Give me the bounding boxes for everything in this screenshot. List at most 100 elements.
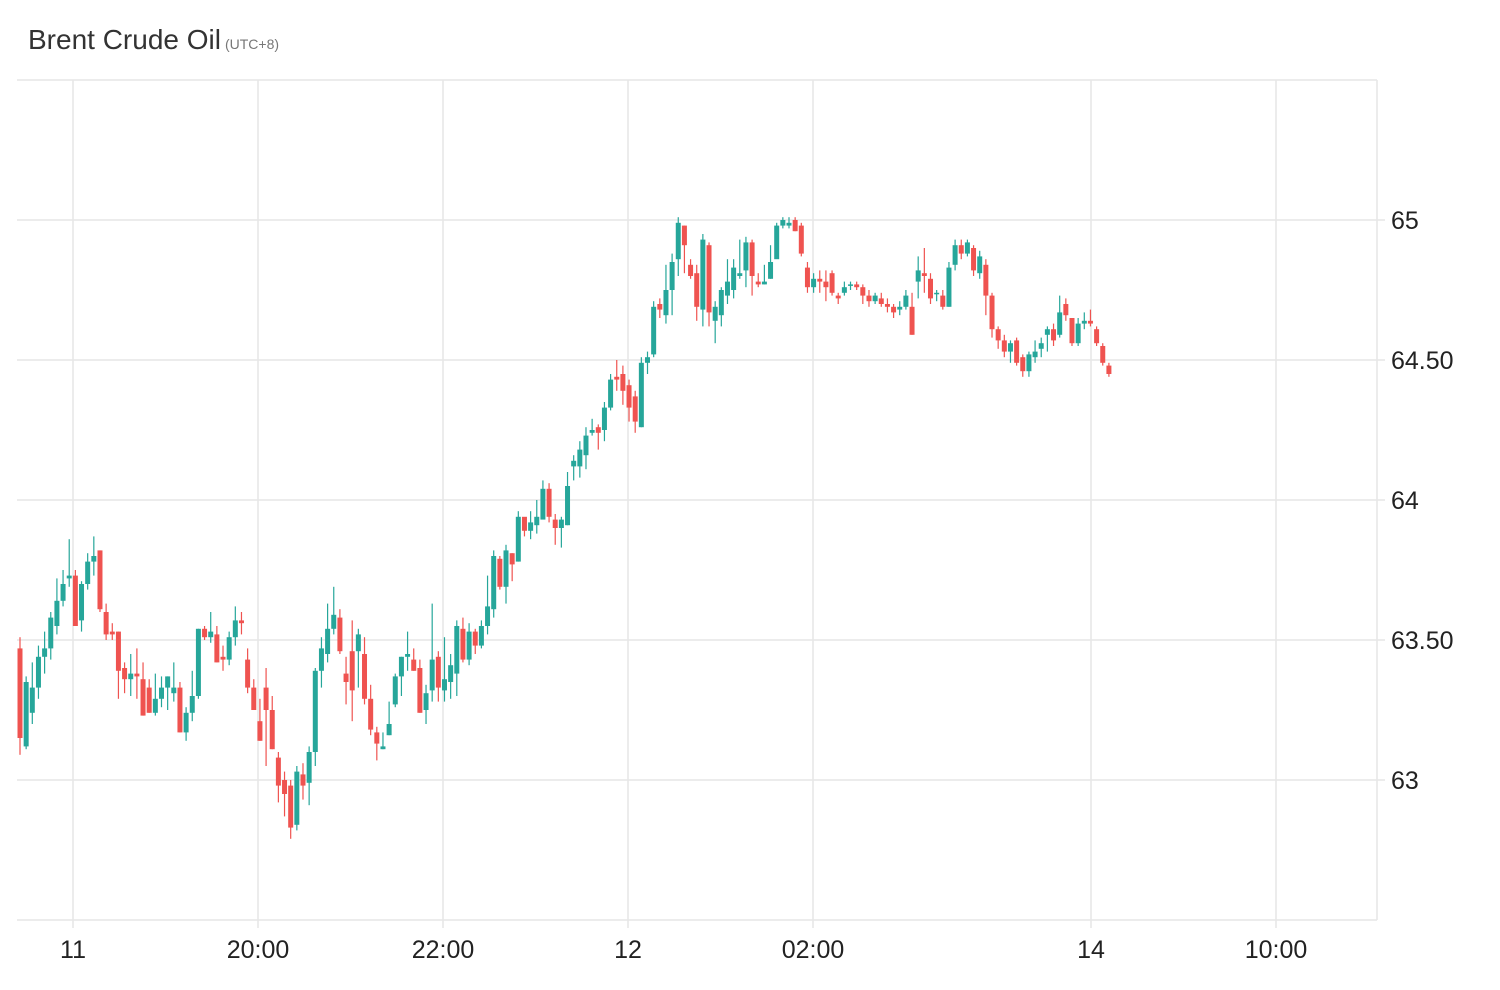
candle <box>66 539 72 587</box>
candle <box>318 637 324 688</box>
candle <box>632 390 638 433</box>
candle-body <box>804 267 810 288</box>
candle <box>288 780 294 839</box>
candle <box>608 374 614 411</box>
candle-body <box>288 785 294 828</box>
candle-body <box>534 516 540 526</box>
candle <box>146 679 152 713</box>
candle-body <box>202 628 208 638</box>
candle <box>971 245 977 276</box>
candle-body <box>411 659 417 671</box>
candle-body <box>1044 329 1050 335</box>
candle <box>257 698 263 741</box>
candle-body <box>964 242 970 254</box>
candle-body <box>232 620 238 638</box>
candle <box>300 763 306 800</box>
candle-body <box>238 620 244 624</box>
candle <box>743 236 749 288</box>
candle-body <box>349 651 355 691</box>
candle <box>448 654 454 699</box>
candle <box>897 301 903 316</box>
candle <box>1032 340 1038 363</box>
candle <box>1020 354 1026 377</box>
candle <box>694 264 700 321</box>
candle <box>964 239 970 257</box>
candle-body <box>392 676 398 705</box>
candle-body <box>854 284 860 288</box>
candle <box>325 603 331 663</box>
candle-body <box>891 306 897 313</box>
candle-body <box>675 222 681 260</box>
candle-body <box>651 306 657 355</box>
candle-body <box>798 225 804 254</box>
candle <box>724 259 730 304</box>
candle-body <box>645 357 651 363</box>
candle <box>472 628 478 654</box>
candle <box>521 516 527 537</box>
y-tick-label: 64 <box>1391 487 1419 515</box>
candle-body <box>72 575 78 626</box>
candle-body <box>915 270 921 282</box>
candle <box>362 637 368 705</box>
candle-body <box>1038 343 1044 349</box>
candle <box>72 570 78 626</box>
x-tick-label: 11 <box>60 936 86 964</box>
candle <box>903 290 909 310</box>
candle-body <box>386 724 392 736</box>
candle <box>306 746 312 806</box>
candle-body <box>417 668 423 713</box>
candle-body <box>485 606 491 626</box>
candle-body <box>472 631 478 646</box>
candle <box>1094 326 1100 346</box>
candle <box>35 645 41 699</box>
candle <box>706 242 712 327</box>
candle-body <box>115 631 121 671</box>
candle-body <box>374 732 380 744</box>
candle-body <box>152 698 158 713</box>
candle <box>884 298 890 313</box>
candle <box>1100 343 1106 366</box>
candle-body <box>823 281 829 288</box>
candle <box>374 726 380 761</box>
candle-body <box>792 220 798 232</box>
candle <box>872 292 878 304</box>
candle <box>737 239 743 279</box>
candle-body <box>103 612 109 635</box>
candle <box>848 281 854 290</box>
candle-body <box>897 306 903 310</box>
candle-body <box>226 637 232 660</box>
candle-body <box>257 721 263 741</box>
candle <box>583 427 589 470</box>
candle <box>558 516 564 548</box>
x-tick-label: 20:00 <box>227 936 290 964</box>
candle <box>1057 295 1063 338</box>
candle <box>226 631 232 666</box>
candle-body <box>1007 343 1013 352</box>
candle-body <box>331 614 337 629</box>
candle <box>731 259 737 299</box>
chart-title: Brent Crude Oil <box>28 24 221 55</box>
candle <box>878 292 884 307</box>
candle-body <box>85 561 91 584</box>
y-axis-labels: 63 63.50 64 64.50 65 <box>1391 207 1454 795</box>
candle-body <box>380 746 386 750</box>
candle <box>620 365 626 405</box>
candle-body <box>940 295 946 307</box>
candle-body <box>355 634 361 652</box>
candle-body <box>140 679 146 716</box>
candle-body <box>503 550 509 587</box>
candle-body <box>17 648 23 738</box>
candle <box>780 217 786 229</box>
candle <box>441 637 447 702</box>
candle <box>238 612 244 635</box>
candle-body <box>23 682 29 747</box>
candle <box>97 550 103 612</box>
candle-body <box>595 427 601 433</box>
candle <box>220 645 226 671</box>
candle <box>1106 362 1112 377</box>
candle <box>989 292 995 338</box>
candle <box>601 402 607 442</box>
candle-body <box>700 239 706 310</box>
candle-body <box>368 698 374 730</box>
y-tick-label: 65 <box>1391 207 1419 235</box>
